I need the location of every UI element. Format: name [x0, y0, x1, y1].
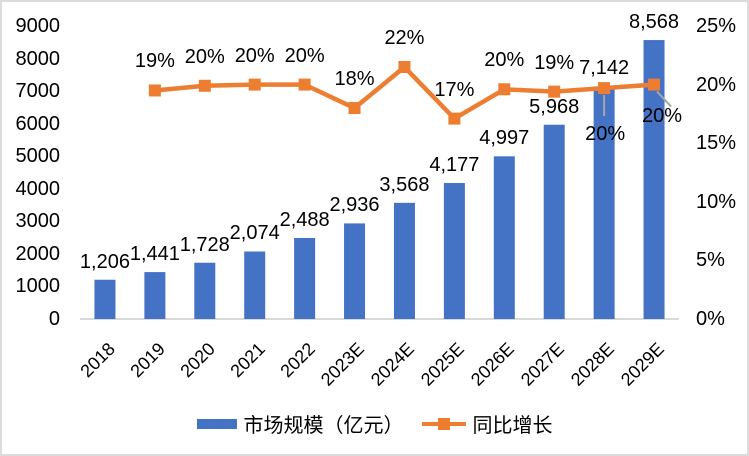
marker-2023E — [348, 102, 361, 115]
legend-item-yoy-growth: 同比增长 — [421, 409, 553, 438]
legend: 市场规模（亿元） 同比增长 — [2, 409, 747, 438]
bar-2027E — [543, 124, 565, 320]
bar-2029E — [643, 40, 665, 320]
marker-2029E — [648, 78, 661, 91]
bar-2018 — [94, 279, 116, 319]
bar-2025E — [443, 183, 465, 319]
marker-2024E — [398, 61, 411, 74]
bar-series-swatch-icon — [196, 418, 237, 429]
leader-line-2029E — [656, 90, 672, 108]
marker-2019 — [148, 84, 161, 97]
legend-item-market-size: 市场规模（亿元） — [196, 409, 404, 438]
bar-2026E — [493, 156, 515, 319]
marker-2028E — [598, 82, 611, 95]
legend-label-yoy-growth: 同比增长 — [472, 415, 553, 437]
bar-2024E — [393, 202, 415, 319]
legend-label-market-size: 市场规模（亿元） — [243, 415, 404, 437]
marker-2020 — [198, 79, 211, 92]
marker-2021 — [248, 78, 261, 91]
growth-line — [152, 64, 657, 121]
marker-2022 — [298, 78, 311, 91]
marker-2025E — [448, 112, 461, 125]
marker-2027E — [548, 85, 561, 98]
bar-2023E — [344, 223, 366, 319]
bar-2020 — [194, 262, 216, 319]
bar-2021 — [244, 251, 266, 319]
marker-2026E — [498, 83, 511, 96]
line-series-swatch-icon — [421, 417, 466, 430]
bar-2019 — [144, 272, 166, 319]
bar-2022 — [294, 238, 316, 319]
bar-2028E — [593, 86, 615, 319]
